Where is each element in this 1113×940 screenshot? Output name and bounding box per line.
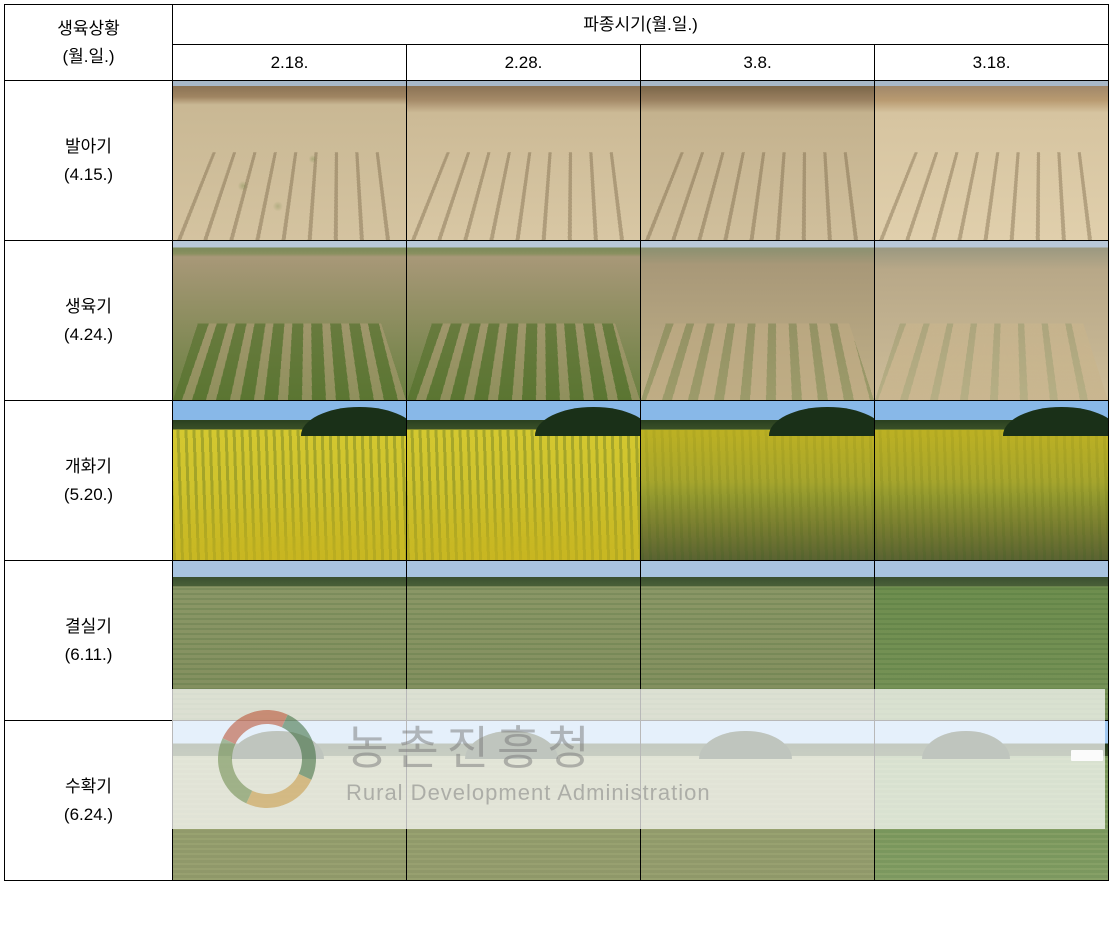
background-vehicle bbox=[1071, 750, 1104, 761]
field-photo-cell bbox=[173, 241, 407, 401]
background-hill bbox=[535, 407, 640, 436]
field-photo bbox=[875, 81, 1108, 240]
row-header-4: 수확기 (6.24.) bbox=[5, 721, 173, 881]
field-photo-cell bbox=[875, 81, 1109, 241]
row-label-line2: (6.24.) bbox=[64, 805, 113, 824]
background-hill bbox=[231, 731, 324, 760]
field-photo bbox=[407, 241, 640, 400]
row-label-line2: (4.15.) bbox=[64, 165, 113, 184]
field-photo-cell bbox=[407, 561, 641, 721]
table-row: 결실기 (6.11.) bbox=[5, 561, 1109, 721]
col-header-2: 3.8. bbox=[641, 45, 875, 81]
background-hill bbox=[465, 731, 558, 760]
field-photo bbox=[407, 81, 640, 240]
row-label-line1: 생육기 bbox=[65, 297, 112, 316]
field-photo bbox=[641, 721, 874, 880]
corner-header: 생육상황 (월.일.) bbox=[5, 5, 173, 81]
field-photo-cell bbox=[407, 721, 641, 881]
background-hill bbox=[1003, 407, 1108, 436]
header-row-1: 생육상황 (월.일.) 파종시기(월.일.) bbox=[5, 5, 1109, 45]
super-column-header: 파종시기(월.일.) bbox=[173, 5, 1109, 45]
field-photo-cell bbox=[875, 561, 1109, 721]
field-photo bbox=[407, 401, 640, 560]
background-hill bbox=[922, 731, 1011, 760]
field-photo-cell bbox=[407, 241, 641, 401]
growth-stage-table: 생육상황 (월.일.) 파종시기(월.일.) 2.18. 2.28. 3.8. … bbox=[4, 4, 1109, 881]
row-label-line2: (5.20.) bbox=[64, 485, 113, 504]
field-photo bbox=[875, 721, 1108, 880]
field-photo-cell bbox=[875, 401, 1109, 561]
row-label-line1: 개화기 bbox=[65, 457, 112, 476]
row-header-2: 개화기 (5.20.) bbox=[5, 401, 173, 561]
table-row: 개화기 (5.20.) bbox=[5, 401, 1109, 561]
field-photo-cell bbox=[641, 81, 875, 241]
field-photo-cell bbox=[875, 241, 1109, 401]
table-row: 발아기 (4.15.) bbox=[5, 81, 1109, 241]
row-header-1: 생육기 (4.24.) bbox=[5, 241, 173, 401]
field-photo bbox=[173, 81, 406, 240]
field-photo bbox=[875, 241, 1108, 400]
field-photo bbox=[641, 81, 874, 240]
row-header-0: 발아기 (4.15.) bbox=[5, 81, 173, 241]
row-label-line1: 결실기 bbox=[65, 617, 112, 636]
field-photo bbox=[407, 561, 640, 720]
field-photo-cell bbox=[173, 561, 407, 721]
col-header-1: 2.28. bbox=[407, 45, 641, 81]
field-photo bbox=[641, 241, 874, 400]
field-photo bbox=[173, 241, 406, 400]
field-photo bbox=[641, 401, 874, 560]
col-header-3: 3.18. bbox=[875, 45, 1109, 81]
page-container: 생육상황 (월.일.) 파종시기(월.일.) 2.18. 2.28. 3.8. … bbox=[4, 4, 1109, 881]
field-photo bbox=[173, 561, 406, 720]
row-header-3: 결실기 (6.11.) bbox=[5, 561, 173, 721]
field-photo bbox=[875, 401, 1108, 560]
corner-header-line2: (월.일.) bbox=[62, 47, 114, 66]
table-row: 생육기 (4.24.) bbox=[5, 241, 1109, 401]
field-photo-cell bbox=[407, 81, 641, 241]
field-photo-cell bbox=[173, 721, 407, 881]
background-hill bbox=[301, 407, 406, 436]
row-label-line1: 발아기 bbox=[65, 137, 112, 156]
field-photo-cell bbox=[641, 561, 875, 721]
corner-header-line1: 생육상황 bbox=[57, 19, 120, 38]
field-photo-cell bbox=[407, 401, 641, 561]
row-label-line2: (6.11.) bbox=[65, 645, 113, 664]
field-photo-cell bbox=[173, 81, 407, 241]
row-label-line2: (4.24.) bbox=[64, 325, 113, 344]
col-header-0: 2.18. bbox=[173, 45, 407, 81]
table-row: 수확기 (6.24.) bbox=[5, 721, 1109, 881]
field-photo-cell bbox=[641, 401, 875, 561]
field-photo bbox=[173, 721, 406, 880]
field-photo bbox=[875, 561, 1108, 720]
field-photo-cell bbox=[173, 401, 407, 561]
field-photo-cell bbox=[875, 721, 1109, 881]
field-photo bbox=[407, 721, 640, 880]
background-hill bbox=[699, 731, 792, 760]
row-label-line1: 수확기 bbox=[65, 777, 112, 796]
field-photo-cell bbox=[641, 241, 875, 401]
field-photo bbox=[641, 561, 874, 720]
background-hill bbox=[769, 407, 874, 436]
field-photo-cell bbox=[641, 721, 875, 881]
field-photo bbox=[173, 401, 406, 560]
